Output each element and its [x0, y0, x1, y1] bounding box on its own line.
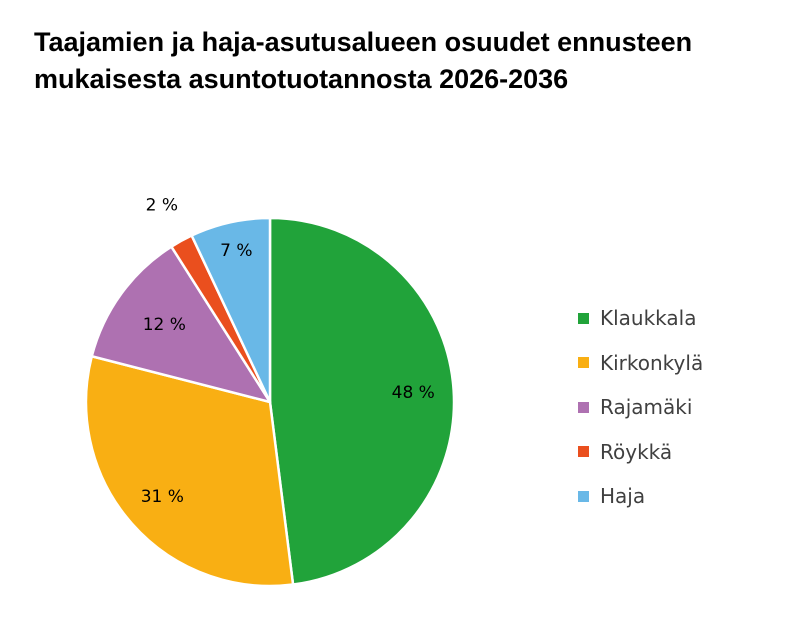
data-label-haja: 7 % [220, 241, 252, 261]
legend-item-klaukkala: Klaukkala [578, 296, 703, 341]
pie-slice-kirkonkylä [84, 354, 295, 588]
legend-label: Röykkä [600, 439, 673, 464]
pie-slice-haja [190, 216, 272, 404]
chart-legend: Klaukkala Kirkonkylä Rajamäki Röykkä Haja [578, 296, 703, 519]
data-label-rajamäki: 12 % [143, 315, 186, 335]
legend-item-rajamäki: Rajamäki [578, 385, 703, 430]
legend-item-röykkä: Röykkä [578, 430, 703, 475]
data-label-kirkonkylä: 31 % [141, 487, 184, 507]
pie-slice-klaukkala [268, 216, 456, 586]
data-label-röykkä: 2 % [146, 195, 178, 215]
legend-swatch [578, 401, 589, 413]
legend-swatch [578, 312, 589, 324]
legend-item-kirkonkylä: Kirkonkylä [578, 341, 703, 386]
pie-slice-rajamäki [90, 245, 272, 404]
legend-label: Klaukkala [600, 306, 697, 331]
legend-label: Rajamäki [600, 395, 693, 420]
legend-swatch [578, 357, 589, 369]
legend-swatch [578, 490, 589, 502]
legend-swatch [578, 446, 589, 458]
legend-label: Kirkonkylä [600, 350, 704, 375]
legend-label: Haja [600, 484, 646, 509]
chart-title: Taajamien ja haja-asutusalueen osuudet e… [34, 27, 693, 94]
legend-item-haja: Haja [578, 474, 703, 519]
data-label-klaukkala: 48 % [392, 383, 435, 403]
